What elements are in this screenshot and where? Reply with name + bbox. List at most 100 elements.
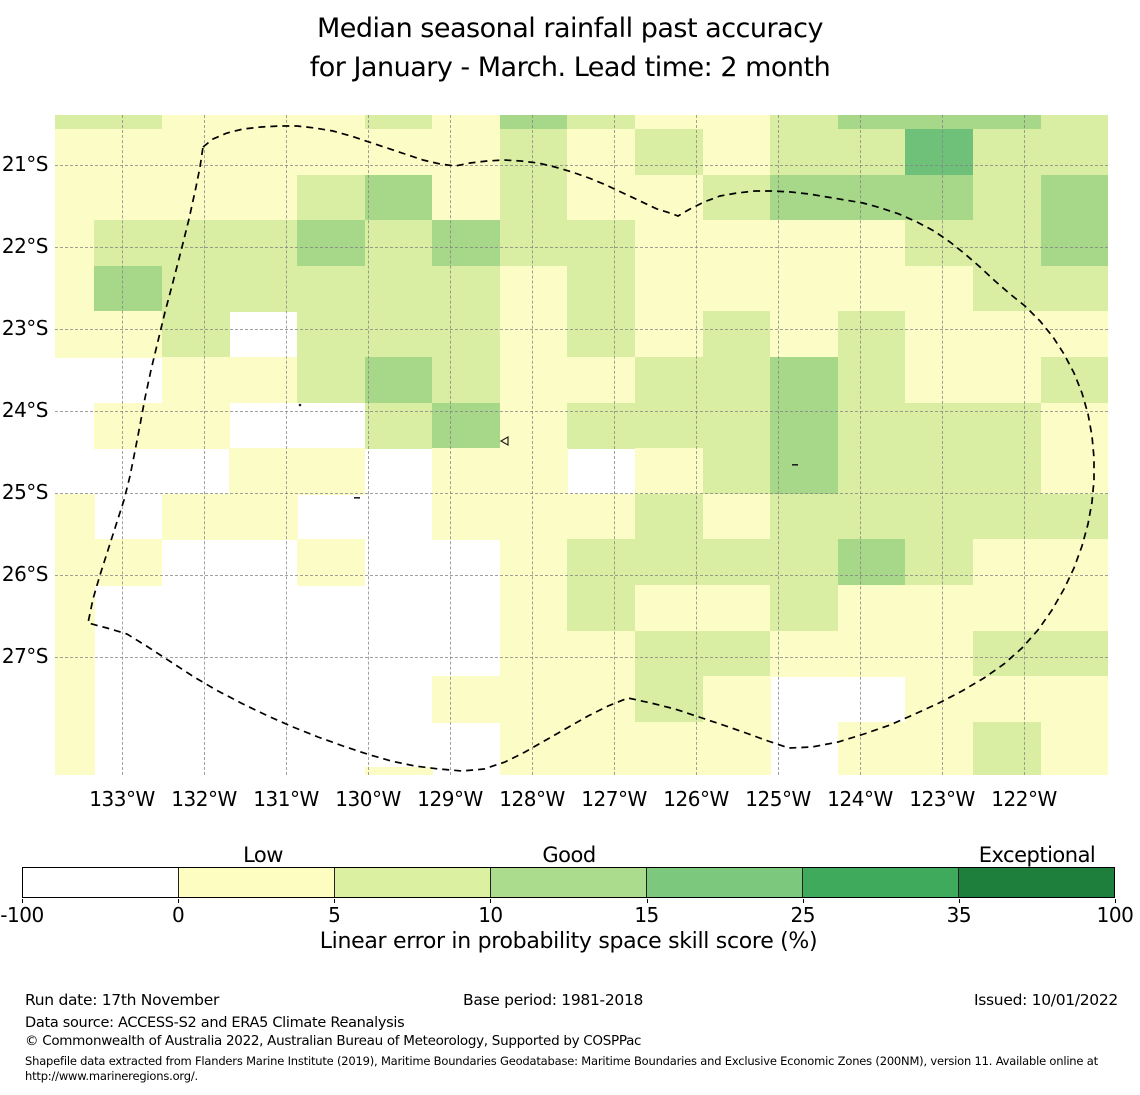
gridline-vertical <box>778 115 779 775</box>
grid-cell <box>770 115 839 130</box>
grid-cell <box>1040 721 1108 769</box>
grid-cell <box>499 174 569 221</box>
grid-cell <box>770 311 839 358</box>
grid-cell <box>770 265 839 313</box>
grid-cell <box>55 585 95 632</box>
lon-tick-label: 123°W <box>909 787 975 811</box>
data-source-text: Data source: ACCESS-S2 and ERA5 Climate … <box>25 1015 405 1031</box>
grid-cell <box>905 585 974 632</box>
grid-cell <box>161 174 231 221</box>
colorbar-tick-label: 10 <box>478 903 503 927</box>
grid-cell <box>1040 493 1108 541</box>
grid-cell <box>55 174 95 221</box>
grid-cell <box>499 767 569 775</box>
grid-cell <box>55 220 95 267</box>
grid-cell <box>972 174 1042 221</box>
grid-cell <box>770 357 839 404</box>
colorbar-category-label: Good <box>542 843 596 867</box>
grid-cell <box>567 402 636 449</box>
grid-cell <box>364 402 433 449</box>
gridline-vertical <box>532 115 533 775</box>
grid-cell <box>364 311 433 358</box>
grid-cell <box>972 220 1042 267</box>
grid-cell <box>499 448 569 495</box>
grid-cell <box>837 721 907 769</box>
grid-cell <box>161 493 231 541</box>
grid-cell <box>634 129 704 176</box>
grid-cell <box>296 115 366 130</box>
lon-tick-label: 133°W <box>89 787 155 811</box>
grid-cell <box>499 539 569 586</box>
grid-cell <box>837 402 907 449</box>
colorbar-segment <box>334 868 490 897</box>
grid-cell <box>702 174 771 221</box>
grid-cell <box>499 721 569 769</box>
gridline-vertical <box>1024 115 1025 775</box>
grid-cell <box>432 311 501 358</box>
grid-cell <box>55 311 95 358</box>
grid-cell <box>837 357 907 404</box>
grid-cell <box>702 767 771 775</box>
grid-cell <box>634 220 704 267</box>
grid-cell <box>567 493 636 541</box>
grid-cell <box>161 265 231 313</box>
grid-cell <box>55 129 95 176</box>
grid-cell <box>499 676 569 723</box>
grid-cell <box>296 311 366 358</box>
grid-cell <box>837 585 907 632</box>
colorbar-tick-mark <box>802 899 808 903</box>
grid-cell <box>634 448 704 495</box>
grid-cell <box>567 585 636 632</box>
grid-cell <box>1040 676 1108 723</box>
contour-artifact <box>354 497 360 499</box>
chart-title-line1: Median seasonal rainfall past accuracy <box>317 13 823 44</box>
grid-cell <box>499 115 569 130</box>
grid-cell <box>161 311 231 358</box>
grid-cell <box>296 539 366 586</box>
lon-tick-label: 124°W <box>827 787 893 811</box>
gridline-horizontal <box>55 411 1108 412</box>
grid-cell <box>837 129 907 176</box>
gridline-horizontal <box>55 247 1108 248</box>
base-period-text: Base period: 1981-2018 <box>463 991 644 1009</box>
grid-cell <box>702 129 771 176</box>
lat-tick-label: 21°S <box>1 152 49 176</box>
grid-cell <box>702 311 771 358</box>
grid-cell <box>634 630 704 677</box>
grid-cell <box>837 115 907 130</box>
grid-cell <box>770 129 839 176</box>
colorbar-tick-mark <box>490 899 495 903</box>
grid-cell <box>905 265 974 313</box>
grid-cell <box>364 265 433 313</box>
grid-cell <box>55 539 95 586</box>
grid-cell <box>905 676 974 723</box>
gridline-vertical <box>286 115 287 775</box>
grid-cell <box>364 115 433 130</box>
grid-cell <box>567 115 636 130</box>
lat-tick-label: 24°S <box>1 398 49 422</box>
grid-cell <box>94 174 163 221</box>
grid-cell <box>567 220 636 267</box>
grid-cell <box>837 448 907 495</box>
grid-cell <box>634 721 704 769</box>
grid-cell <box>905 311 974 358</box>
colorbar-tick-label: 0 <box>172 903 185 927</box>
grid-cell <box>161 220 231 267</box>
colorbar-tick-mark <box>178 899 183 903</box>
grid-cell <box>567 721 636 769</box>
chart-title: Median seasonal rainfall past accuracy f… <box>0 9 1140 87</box>
grid-cell <box>296 174 366 221</box>
colorbar-tick-label: -100 <box>0 903 44 927</box>
colorbar-tick-label: 35 <box>946 903 972 927</box>
grid-cell <box>364 767 433 775</box>
grid-cell <box>905 220 974 267</box>
grid-cell <box>432 493 501 541</box>
grid-cell <box>905 767 974 775</box>
grid-cell <box>94 402 163 449</box>
grid-cell <box>634 402 704 449</box>
grid-cell <box>1040 174 1108 221</box>
grid-cell <box>837 311 907 358</box>
grid-cell <box>296 357 366 404</box>
grid-cell <box>702 676 771 723</box>
grid-cell <box>432 129 501 176</box>
